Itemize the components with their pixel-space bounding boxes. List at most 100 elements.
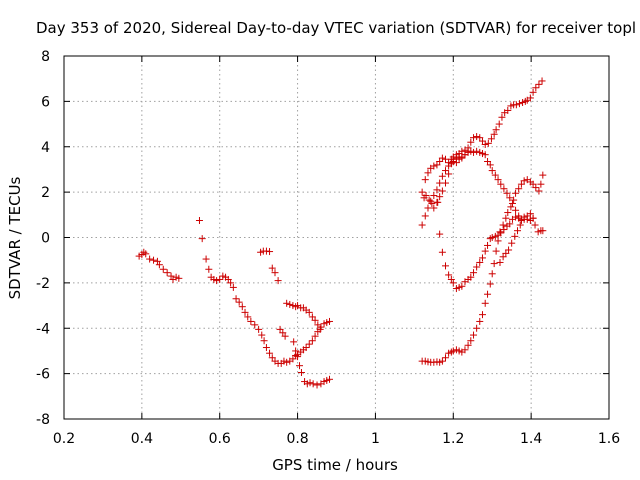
- x-tick-label: 1.4: [520, 431, 542, 447]
- data-point: [512, 189, 520, 197]
- data-point: [488, 234, 496, 241]
- data-point: [499, 221, 507, 229]
- data-point: [260, 337, 268, 345]
- data-point: [523, 215, 531, 223]
- data-point: [515, 100, 523, 108]
- data-point: [424, 169, 432, 177]
- data-point: [470, 269, 478, 277]
- data-point: [311, 316, 319, 324]
- data-points: [135, 77, 547, 389]
- x-tick-label: 0.6: [209, 431, 231, 447]
- y-tick-label: 4: [41, 140, 50, 156]
- data-point: [508, 199, 516, 207]
- data-point: [421, 212, 429, 220]
- data-point: [232, 295, 240, 303]
- data-point: [539, 227, 547, 235]
- data-point: [142, 250, 150, 258]
- data-point: [510, 196, 518, 204]
- data-point: [538, 77, 546, 85]
- data-point: [508, 239, 516, 247]
- data-point: [292, 347, 300, 355]
- data-point: [438, 154, 446, 162]
- x-tick-label: 1.6: [598, 431, 620, 447]
- data-point: [255, 325, 263, 333]
- data-point: [306, 379, 314, 387]
- data-point: [476, 258, 484, 266]
- data-point: [266, 349, 274, 357]
- data-point: [496, 258, 504, 266]
- data-point: [418, 188, 426, 196]
- data-point: [526, 94, 534, 102]
- data-point: [305, 340, 313, 348]
- data-point: [436, 230, 444, 238]
- data-point: [438, 357, 446, 365]
- data-point: [308, 337, 316, 345]
- data-point: [281, 332, 289, 340]
- data-point: [503, 189, 511, 197]
- data-point: [159, 265, 167, 273]
- data-point: [422, 192, 430, 200]
- data-point: [498, 113, 506, 121]
- data-point: [146, 255, 154, 263]
- data-point: [175, 274, 183, 282]
- data-point: [461, 146, 469, 154]
- x-tick-label: 1: [371, 431, 380, 447]
- data-point: [492, 247, 500, 255]
- data-point: [235, 298, 243, 306]
- data-point: [511, 232, 519, 240]
- data-point: [487, 135, 495, 143]
- data-point: [290, 338, 298, 346]
- data-point: [535, 80, 543, 88]
- data-point: [532, 184, 540, 192]
- data-point: [484, 290, 492, 298]
- data-point: [430, 192, 438, 200]
- data-point: [313, 381, 321, 389]
- data-point: [529, 214, 537, 222]
- data-point: [478, 254, 486, 262]
- data-point: [430, 204, 438, 212]
- data-point: [325, 317, 333, 325]
- data-point: [296, 362, 304, 370]
- data-point: [258, 331, 266, 339]
- data-point: [506, 194, 514, 202]
- data-point: [461, 346, 469, 354]
- data-point: [490, 130, 498, 138]
- data-point: [442, 179, 449, 187]
- data-point: [436, 193, 444, 201]
- data-point: [311, 332, 319, 340]
- data-point: [520, 177, 528, 185]
- data-point: [492, 126, 500, 134]
- y-axis-title: SDTVAR / TECUs: [6, 176, 24, 299]
- data-point: [488, 270, 496, 278]
- data-point: [297, 368, 305, 376]
- data-point: [268, 264, 276, 272]
- data-point: [537, 180, 545, 188]
- data-point: [213, 277, 221, 285]
- data-point: [155, 261, 163, 269]
- data-point: [436, 179, 444, 187]
- data-point: [490, 260, 498, 268]
- data-point: [442, 354, 449, 362]
- y-tick-label: -2: [36, 276, 50, 292]
- y-tick-labels: -8 -6 -4 -2 0 2 4 6 8: [36, 49, 50, 428]
- data-point: [274, 277, 282, 285]
- data-point: [163, 269, 171, 277]
- data-point: [458, 154, 466, 162]
- data-point: [470, 134, 478, 142]
- data-point: [430, 162, 438, 170]
- data-point: [271, 269, 279, 277]
- data-point: [434, 198, 442, 206]
- data-point: [478, 311, 486, 319]
- chart-title: Day 353 of 2020, Sidereal Day-to-day VTE…: [36, 19, 636, 37]
- data-point: [449, 347, 457, 355]
- x-axis-title: GPS time / hours: [272, 456, 398, 474]
- data-point: [512, 101, 520, 109]
- data-point: [266, 248, 274, 256]
- data-point: [238, 303, 246, 311]
- data-point: [484, 139, 492, 147]
- data-point: [195, 216, 203, 224]
- plot-frame: [63, 55, 610, 420]
- x-tick-label: 0.8: [286, 431, 308, 447]
- x-tick-labels: 0.2 0.4 0.6 0.8 1 1.2 1.4 1.6: [53, 431, 620, 447]
